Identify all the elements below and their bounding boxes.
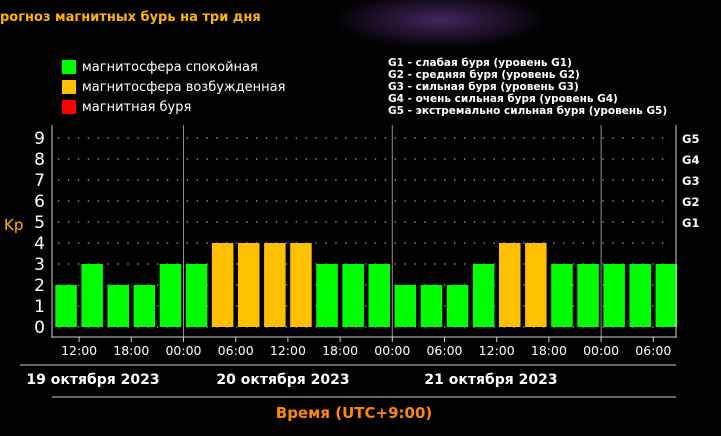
day-label: 20 октября 2023 xyxy=(216,372,349,388)
x-tick-label: 18:00 xyxy=(113,343,149,358)
day-label: 21 октября 2023 xyxy=(424,372,557,388)
storm-level-tick-label: G5 xyxy=(682,132,699,146)
kp-bar xyxy=(185,264,208,327)
x-tick-label: 12:00 xyxy=(479,343,515,358)
y-tick-label: 3 xyxy=(34,255,45,275)
y-tick-label: 8 xyxy=(34,150,45,170)
storm-level-tick-label: G2 xyxy=(682,195,699,209)
kp-bar xyxy=(629,264,651,327)
kp-bar xyxy=(472,264,495,327)
kp-bar xyxy=(264,243,286,327)
kp-bar xyxy=(342,264,364,327)
x-tick-label: 18:00 xyxy=(322,343,358,358)
legend-label-excited: магнитосфера возбужденная xyxy=(82,79,286,95)
y-tick-label: 7 xyxy=(34,171,45,191)
storm-level-g2: G2 - средняя буря (уровень G2) xyxy=(388,69,580,81)
y-tick-label: 1 xyxy=(34,297,45,317)
storm-level-tick-label: G1 xyxy=(682,216,699,230)
kp-bar xyxy=(446,285,469,327)
legend-item-quiet: магнитосфера спокойная xyxy=(62,57,285,77)
y-tick-label: 2 xyxy=(34,276,45,296)
x-tick-label: 06:00 xyxy=(635,343,671,358)
storm-level-g3: G3 - сильная буря (уровень G3) xyxy=(388,81,579,93)
y-tick-label: 0 xyxy=(34,318,45,338)
x-tick-label: 12:00 xyxy=(270,343,306,358)
storm-level-legend: G1 - слабая буря (уровень G1) G2 - средн… xyxy=(388,57,667,117)
x-tick-label: 06:00 xyxy=(218,343,254,358)
storm-level-tick-label: G4 xyxy=(682,153,699,167)
legend-label-storm: магнитная буря xyxy=(82,99,192,115)
legend-swatch-quiet xyxy=(62,60,76,74)
storm-level-g5: G5 - экстремально сильная буря (уровень … xyxy=(388,105,668,117)
background-glow xyxy=(330,0,550,50)
legend-item-storm: магнитная буря xyxy=(62,97,285,117)
x-tick-label: 00:00 xyxy=(583,343,619,358)
legend-swatch-storm xyxy=(62,100,76,114)
legend-label-quiet: магнитосфера спокойная xyxy=(82,59,258,75)
kp-bar xyxy=(577,264,599,327)
kp-bar xyxy=(394,285,417,327)
kp-bar xyxy=(238,243,260,327)
kp-bar xyxy=(316,264,338,327)
x-axis-label: Время (UTC+9:00) xyxy=(276,404,432,422)
page-title: рогноз магнитных бурь на три дня xyxy=(0,10,261,25)
kp-bar xyxy=(81,264,103,327)
y-tick-label: 9 xyxy=(34,129,45,149)
kp-bar xyxy=(603,264,625,327)
kp-bar xyxy=(55,285,77,327)
x-tick-label: 06:00 xyxy=(426,343,462,358)
kp-bar xyxy=(290,243,312,327)
storm-level-tick-label: G3 xyxy=(682,174,699,188)
kp-bar xyxy=(211,243,234,327)
x-tick-label: 18:00 xyxy=(531,343,567,358)
y-tick-label: 6 xyxy=(34,192,45,212)
kp-legend: магнитосфера спокойная магнитосфера возб… xyxy=(62,57,285,117)
kp-bar xyxy=(525,243,547,327)
y-tick-label: 5 xyxy=(34,213,45,233)
kp-bar xyxy=(159,264,182,327)
kp-bar xyxy=(133,285,156,327)
kp-bar xyxy=(499,243,521,327)
x-tick-label: 00:00 xyxy=(374,343,410,358)
legend-item-excited: магнитосфера возбужденная xyxy=(62,77,285,97)
x-tick-label: 00:00 xyxy=(165,343,201,358)
legend-swatch-excited xyxy=(62,80,76,94)
y-tick-label: 4 xyxy=(34,234,45,254)
kp-bar xyxy=(551,264,573,327)
day-label: 19 октября 2023 xyxy=(26,372,159,388)
y-axis-label: Kp xyxy=(4,216,23,234)
kp-bar xyxy=(420,285,443,327)
kp-bar xyxy=(107,285,129,327)
kp-bar xyxy=(655,264,678,327)
x-tick-label: 12:00 xyxy=(61,343,97,358)
storm-level-g4: G4 - очень сильная буря (уровень G4) xyxy=(388,93,618,105)
kp-bar xyxy=(368,264,390,327)
storm-level-g1: G1 - слабая буря (уровень G1) xyxy=(388,57,572,69)
